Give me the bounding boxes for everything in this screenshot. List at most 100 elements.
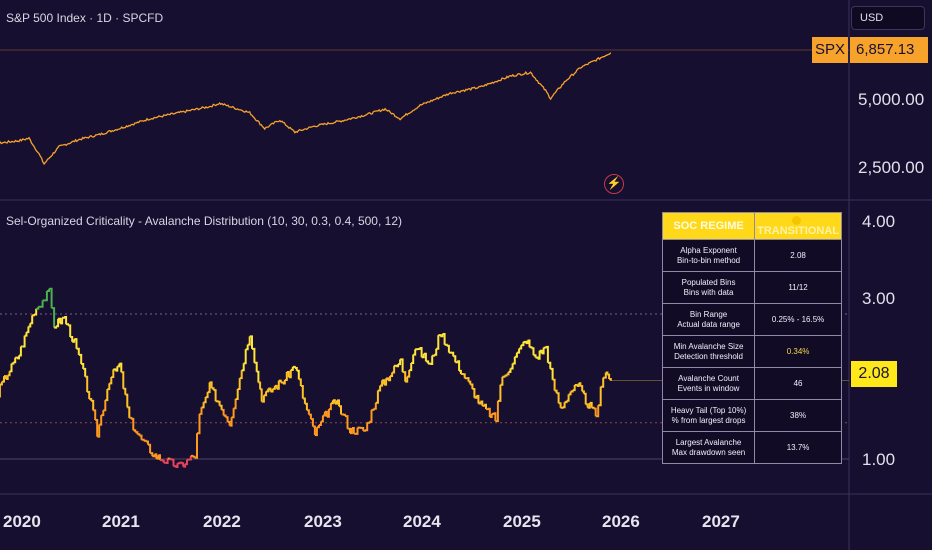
alpha-segment — [171, 458, 175, 467]
alpha-segment — [76, 347, 80, 355]
alpha-segment — [95, 419, 99, 437]
alpha-segment — [209, 381, 213, 389]
alpha-segment — [99, 415, 103, 426]
alpha-segment — [107, 383, 111, 391]
alpha-segment — [245, 344, 249, 351]
alpha-segment — [89, 398, 93, 401]
alpha-segment — [350, 428, 353, 435]
alpha-segment — [466, 377, 470, 382]
x-axis-year: 2022 — [203, 512, 241, 531]
alpha-segment — [85, 375, 89, 392]
alpha-segment — [280, 381, 284, 384]
alpha-segment — [529, 346, 533, 349]
alpha-segment — [161, 459, 165, 463]
alpha-segment — [476, 394, 480, 404]
x-axis-year: 2025 — [503, 512, 541, 531]
alpha-segment — [129, 416, 133, 419]
alpha-segment — [547, 361, 552, 369]
alpha-segment — [373, 402, 377, 410]
alpha-segment — [451, 351, 455, 357]
alpha-segment — [375, 390, 379, 404]
alpha-segment — [284, 372, 288, 381]
alpha-segment — [390, 372, 394, 377]
alpha-segment — [533, 354, 537, 358]
alpha-segment — [127, 406, 131, 418]
alpha-segment — [194, 433, 198, 459]
soc-table-row: Min Avalanche Size Detection threshold 0.3… — [661, 335, 842, 368]
alpha-segment — [339, 405, 342, 415]
alpha-segment — [219, 404, 223, 410]
alpha-segment — [199, 407, 203, 415]
alpha-segment — [564, 400, 568, 404]
alpha-segment — [355, 427, 359, 435]
alpha-segment — [227, 420, 231, 426]
alpha-segment — [409, 363, 413, 372]
alpha-segment — [56, 318, 60, 328]
alpha-segment — [30, 315, 34, 325]
alpha-segment — [609, 378, 612, 381]
soc-row-label: Heavy Tail (Top 10%)% from largest drops — [661, 399, 756, 432]
soc-row-value: 13.7% — [754, 431, 842, 464]
alpha-segment — [380, 380, 384, 387]
alpha-segment — [32, 314, 35, 317]
alpha-segment — [229, 417, 233, 427]
alpha-segment — [0, 381, 3, 386]
alpha-segment — [290, 366, 294, 371]
alpha-segment — [603, 372, 607, 379]
alpha-segment — [302, 397, 306, 404]
alpha-segment — [143, 439, 147, 442]
alpha-segment — [470, 383, 474, 389]
flash-event-icon[interactable]: ⚡ — [604, 174, 624, 194]
alpha-segment — [332, 399, 336, 404]
alpha-segment — [343, 413, 346, 417]
alpha-segment — [243, 349, 247, 365]
alpha-segment — [582, 390, 585, 394]
alpha-segment — [117, 363, 121, 368]
alpha-segment — [531, 347, 535, 356]
alpha-segment — [337, 399, 340, 407]
x-axis-year: 2020 — [3, 512, 41, 531]
price-axis-label: 2,500.00 — [858, 158, 925, 177]
alpha-segment — [201, 402, 205, 409]
alpha-segment — [554, 389, 558, 394]
alpha-segment — [566, 394, 570, 402]
alpha-segment — [512, 356, 516, 365]
alpha-segment — [495, 400, 499, 423]
alpha-segment — [137, 433, 141, 436]
soc-regime-value: TRANSITIONAL — [754, 212, 842, 240]
alpha-segment — [93, 409, 97, 420]
soc-row-label: Bin Range Actual data range — [661, 303, 756, 336]
alpha-segment — [249, 335, 253, 349]
alpha-segment — [382, 379, 386, 385]
alpha-segment — [345, 415, 349, 429]
soc-table-row: Populated Bins Bins with data 11/12 — [661, 271, 842, 304]
alpha-segment — [121, 371, 125, 389]
alpha-segment — [49, 287, 53, 309]
alpha-segment — [607, 373, 611, 379]
alpha-segment — [425, 360, 430, 364]
alpha-segment — [506, 371, 510, 376]
alpha-segment — [165, 458, 169, 464]
alpha-segment — [5, 375, 9, 380]
alpha-segment — [500, 376, 504, 386]
alpha-segment — [235, 389, 239, 400]
alpha-segment — [583, 392, 587, 405]
soc-table-row: Largest Avalanche Max drawdown seen 13.7% — [661, 431, 842, 464]
alpha-segment — [13, 357, 17, 364]
alpha-segment — [543, 346, 547, 349]
alpha-segment — [119, 362, 123, 373]
alpha-segment — [131, 417, 135, 431]
alpha-segment — [377, 385, 382, 392]
currency-button[interactable]: USD — [851, 6, 925, 30]
alpha-segment — [417, 348, 421, 350]
alpha-segment — [537, 350, 541, 360]
alpha-segment — [308, 413, 312, 420]
alpha-segment — [261, 395, 265, 403]
chart-title: S&P 500 Index · 1D · SPCFD — [6, 11, 164, 25]
alpha-segment — [574, 384, 578, 386]
indicator-axis-label: 4.00 — [862, 212, 896, 231]
alpha-segment — [314, 427, 318, 437]
alpha-segment — [296, 369, 300, 380]
alpha-segment — [101, 410, 105, 417]
alpha-segment — [421, 353, 425, 359]
